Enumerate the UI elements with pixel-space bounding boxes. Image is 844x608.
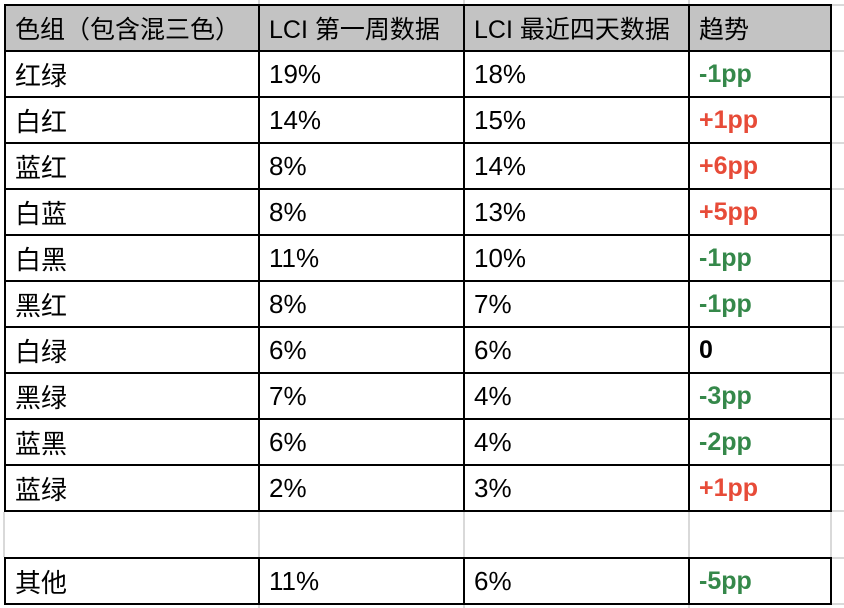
gridline: [830, 512, 832, 557]
gridline: [832, 4, 844, 6]
header-recent4[interactable]: LCI 最近四天数据: [465, 6, 688, 50]
header-week1[interactable]: LCI 第一周数据: [260, 6, 463, 50]
gridline: [832, 96, 844, 98]
gridline: [832, 510, 844, 512]
cell-group[interactable]: 黑红: [6, 282, 258, 326]
cell-group[interactable]: 蓝黑: [6, 420, 258, 464]
gridline: [832, 418, 844, 420]
cell-group[interactable]: 红绿: [6, 52, 258, 96]
gridline: [832, 557, 844, 559]
cell-group[interactable]: 黑绿: [6, 374, 258, 418]
gridline: [688, 0, 690, 4]
cell-recent4[interactable]: 4%: [465, 420, 688, 464]
gridline: [832, 50, 844, 52]
cell-week1[interactable]: 11%: [260, 236, 463, 280]
cell-trend[interactable]: -1pp: [690, 236, 830, 280]
cell-recent4[interactable]: 4%: [465, 374, 688, 418]
gridline: [832, 280, 844, 282]
cell-trend[interactable]: -2pp: [690, 420, 830, 464]
cell-week1[interactable]: 19%: [260, 52, 463, 96]
gridline: [832, 464, 844, 466]
gridline: [688, 605, 690, 608]
gridline: [463, 605, 465, 608]
cell-week1[interactable]: 11%: [260, 559, 463, 603]
cell-recent4[interactable]: 13%: [465, 190, 688, 234]
cell-week1[interactable]: 14%: [260, 98, 463, 142]
cell-group[interactable]: 白红: [6, 98, 258, 142]
cell-group[interactable]: 白绿: [6, 328, 258, 372]
cell-week1[interactable]: 6%: [260, 420, 463, 464]
cell-group[interactable]: 蓝绿: [6, 466, 258, 510]
cell-trend[interactable]: 0: [690, 328, 830, 372]
other-row-table: 其他 11% 6% -5pp: [4, 557, 832, 605]
gridline: [832, 234, 844, 236]
header-trend[interactable]: 趋势: [690, 6, 830, 50]
cell-week1[interactable]: 6%: [260, 328, 463, 372]
gridline: [688, 512, 690, 557]
cell-recent4[interactable]: 10%: [465, 236, 688, 280]
cell-trend[interactable]: -5pp: [690, 559, 830, 603]
cell-trend[interactable]: +1pp: [690, 466, 830, 510]
cell-trend[interactable]: +1pp: [690, 98, 830, 142]
header-color-group[interactable]: 色组（包含混三色）: [6, 6, 258, 50]
gridline: [258, 0, 260, 4]
cell-recent4[interactable]: 6%: [465, 559, 688, 603]
gridline: [832, 326, 844, 328]
gridline: [258, 512, 260, 557]
cell-recent4[interactable]: 7%: [465, 282, 688, 326]
cell-group[interactable]: 蓝红: [6, 144, 258, 188]
cell-trend[interactable]: -3pp: [690, 374, 830, 418]
gridline: [832, 372, 844, 374]
cell-group[interactable]: 白黑: [6, 236, 258, 280]
cell-week1[interactable]: 8%: [260, 144, 463, 188]
cell-recent4[interactable]: 3%: [465, 466, 688, 510]
cell-trend[interactable]: -1pp: [690, 52, 830, 96]
cell-group[interactable]: 白蓝: [6, 190, 258, 234]
cell-recent4[interactable]: 18%: [465, 52, 688, 96]
gridline: [832, 188, 844, 190]
cell-trend[interactable]: +6pp: [690, 144, 830, 188]
cell-week1[interactable]: 7%: [260, 374, 463, 418]
gridline: [832, 142, 844, 144]
gridline: [832, 603, 844, 605]
cell-recent4[interactable]: 14%: [465, 144, 688, 188]
gridline: [258, 605, 260, 608]
gridline: [463, 0, 465, 4]
cell-trend[interactable]: +5pp: [690, 190, 830, 234]
gridline: [3, 512, 5, 557]
cell-recent4[interactable]: 6%: [465, 328, 688, 372]
cell-week1[interactable]: 2%: [260, 466, 463, 510]
color-group-table: 色组（包含混三色） LCI 第一周数据 LCI 最近四天数据 趋势 红绿 19%…: [4, 4, 832, 512]
gridline: [463, 512, 465, 557]
cell-trend[interactable]: -1pp: [690, 282, 830, 326]
cell-week1[interactable]: 8%: [260, 282, 463, 326]
cell-recent4[interactable]: 15%: [465, 98, 688, 142]
cell-group[interactable]: 其他: [6, 559, 258, 603]
cell-week1[interactable]: 8%: [260, 190, 463, 234]
